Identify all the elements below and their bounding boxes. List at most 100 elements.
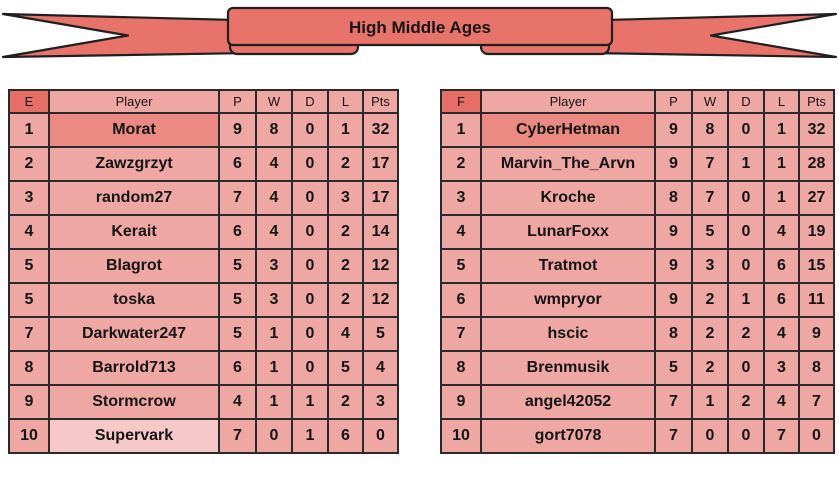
played-cell: 6	[218, 350, 257, 386]
points-cell: 0	[362, 418, 399, 454]
played-cell: 5	[218, 248, 257, 284]
draws-cell: 0	[291, 350, 329, 386]
draws-cell: 0	[291, 248, 329, 284]
group-letter-header-cell: E	[8, 89, 50, 114]
wins-cell: 1	[255, 316, 293, 352]
standings-row: 1 CyberHetman 9 8 0 1 32	[440, 112, 835, 148]
points-header-cell: Pts	[362, 89, 399, 114]
losses-cell: 1	[763, 112, 800, 148]
wins-cell: 0	[255, 418, 293, 454]
played-cell: 8	[654, 316, 693, 352]
banner-center-box	[226, 6, 614, 47]
played-cell: 9	[654, 146, 693, 182]
wins-cell: 4	[255, 146, 293, 182]
player-cell: Marvin_The_Arvn	[480, 146, 656, 182]
wins-header-cell: W	[691, 89, 729, 114]
losses-cell: 4	[763, 214, 800, 250]
standings-table-group-f: F Player P W D L Pts 1 CyberHetman 9 8 0 1 32 2 Marvin_…	[440, 89, 835, 454]
rank-cell: 9	[8, 384, 50, 420]
player-cell: LunarFoxx	[480, 214, 656, 250]
draws-cell: 1	[291, 384, 329, 420]
wins-cell: 7	[691, 146, 729, 182]
played-cell: 6	[218, 214, 257, 250]
played-cell: 9	[654, 112, 693, 148]
losses-cell: 3	[327, 180, 364, 216]
standings-row: 4 LunarFoxx 9 5 0 4 19	[440, 214, 835, 250]
points-cell: 32	[798, 112, 835, 148]
player-cell: Brenmusik	[480, 350, 656, 386]
draws-cell: 0	[291, 112, 329, 148]
draws-header-cell: D	[727, 89, 765, 114]
player-header-cell: Player	[480, 89, 656, 114]
player-cell: toska	[48, 282, 220, 318]
standings-row: 10 Supervark 7 0 1 6 0	[8, 418, 399, 454]
draws-cell: 0	[727, 418, 765, 454]
points-cell: 4	[362, 350, 399, 386]
player-cell: Zawzgrzyt	[48, 146, 220, 182]
points-cell: 27	[798, 180, 835, 216]
played-cell: 9	[654, 282, 693, 318]
points-cell: 3	[362, 384, 399, 420]
points-cell: 32	[362, 112, 399, 148]
player-cell: Supervark	[48, 418, 220, 454]
rank-cell: 8	[440, 350, 482, 386]
played-cell: 6	[218, 146, 257, 182]
points-cell: 28	[798, 146, 835, 182]
points-cell: 8	[798, 350, 835, 386]
player-cell: Kerait	[48, 214, 220, 250]
player-header-cell: Player	[48, 89, 220, 114]
standings-row: 5 Blagrot 5 3 0 2 12	[8, 248, 399, 284]
played-cell: 9	[218, 112, 257, 148]
losses-cell: 2	[327, 282, 364, 318]
points-cell: 17	[362, 146, 399, 182]
losses-cell: 2	[327, 146, 364, 182]
player-cell: Darkwater247	[48, 316, 220, 352]
losses-header-cell: L	[327, 89, 364, 114]
standings-row: 7 hscic 8 2 2 4 9	[440, 316, 835, 352]
header-row: F Player P W D L Pts	[440, 89, 835, 114]
rank-cell: 5	[8, 248, 50, 284]
standings-row: 8 Barrold713 6 1 0 5 4	[8, 350, 399, 386]
wins-cell: 2	[691, 350, 729, 386]
wins-header-cell: W	[255, 89, 293, 114]
draws-cell: 0	[727, 214, 765, 250]
rank-cell: 8	[8, 350, 50, 386]
draws-cell: 0	[291, 214, 329, 250]
wins-cell: 2	[691, 316, 729, 352]
points-cell: 19	[798, 214, 835, 250]
points-cell: 14	[362, 214, 399, 250]
rank-cell: 2	[8, 146, 50, 182]
rank-cell: 4	[8, 214, 50, 250]
losses-cell: 6	[763, 282, 800, 318]
rank-cell: 3	[440, 180, 482, 216]
losses-cell: 3	[763, 350, 800, 386]
wins-cell: 3	[255, 282, 293, 318]
draws-header-cell: D	[291, 89, 329, 114]
draws-cell: 0	[291, 282, 329, 318]
played-cell: 5	[218, 316, 257, 352]
player-cell: Tratmot	[480, 248, 656, 284]
losses-cell: 1	[327, 112, 364, 148]
losses-cell: 1	[763, 180, 800, 216]
losses-cell: 5	[327, 350, 364, 386]
points-cell: 0	[798, 418, 835, 454]
standings-row: 10 gort7078 7 0 0 7 0	[440, 418, 835, 454]
player-cell: Barrold713	[48, 350, 220, 386]
played-cell: 5	[218, 282, 257, 318]
rank-cell: 4	[440, 214, 482, 250]
points-cell: 11	[798, 282, 835, 318]
wins-cell: 1	[691, 384, 729, 420]
draws-cell: 2	[727, 384, 765, 420]
banner-title: High Middle Ages	[349, 18, 491, 37]
standings-row: 3 Kroche 8 7 0 1 27	[440, 180, 835, 216]
standings-row: 2 Marvin_The_Arvn 9 7 1 1 28	[440, 146, 835, 182]
played-cell: 5	[654, 350, 693, 386]
draws-cell: 0	[291, 180, 329, 216]
standings-tables-container: E Player P W D L Pts 1 Morat 9 8 0 1 32 2 Zawzgrzyt 6 4 0 2…	[8, 89, 835, 454]
rank-cell: 5	[440, 248, 482, 284]
standings-table-group-e: E Player P W D L Pts 1 Morat 9 8 0 1 32 2 Zawzgrzyt 6 4 0 2…	[8, 89, 399, 454]
player-cell: Kroche	[480, 180, 656, 216]
points-cell: 15	[798, 248, 835, 284]
draws-cell: 0	[727, 180, 765, 216]
